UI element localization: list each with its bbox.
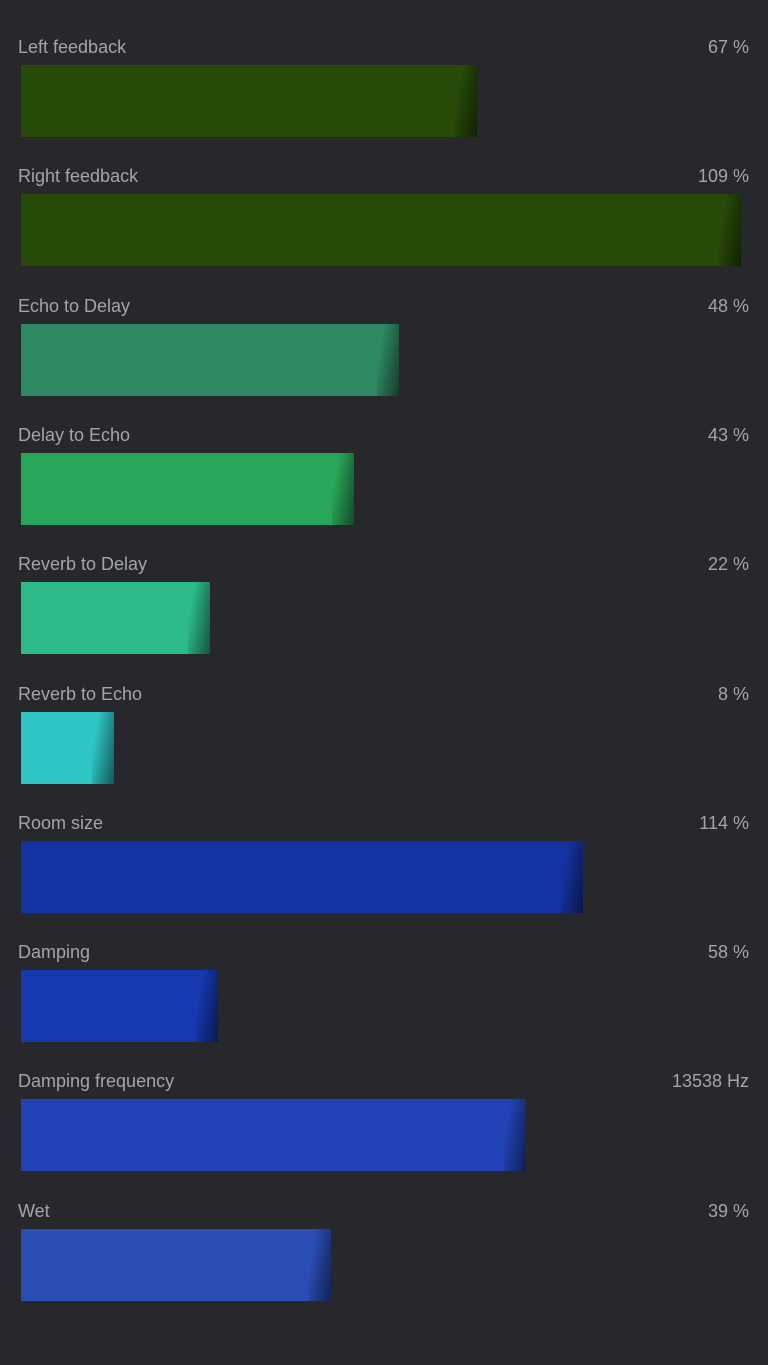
parameter-slider[interactable] — [21, 1099, 741, 1172]
parameter-label: Right feedback — [18, 166, 139, 187]
parameter-slider-fill — [21, 194, 741, 267]
parameter-label: Delay to Echo — [18, 424, 131, 445]
parameter-row: Damping 58 % — [0, 905, 768, 1043]
parameter-label: Left feedback — [18, 37, 127, 57]
parameter-value: 109 % — [697, 166, 749, 187]
parameter-row: Reverb to Echo 8 % — [0, 647, 768, 784]
parameter-row: Wet 39 % — [0, 1164, 768, 1301]
parameter-value: 48 % — [707, 295, 749, 316]
parameter-row: Right feedback 109 % — [0, 129, 768, 267]
parameter-row: Delay to Echo 43 % — [0, 388, 768, 525]
parameter-row: Damping frequency 13538 Hz — [0, 1034, 768, 1172]
parameter-slider-fill — [21, 970, 219, 1043]
parameter-value: 13538 Hz — [671, 1071, 749, 1092]
parameter-slider[interactable] — [21, 323, 741, 396]
parameter-slider[interactable] — [21, 452, 741, 525]
parameter-label: Damping — [18, 942, 91, 963]
parameter-slider[interactable] — [21, 194, 741, 267]
parameter-label: Damping frequency — [18, 1071, 175, 1092]
parameter-value: 39 % — [707, 1200, 749, 1221]
parameter-slider[interactable] — [21, 1228, 741, 1301]
parameter-slider[interactable] — [21, 840, 741, 913]
parameter-slider-fill — [21, 582, 211, 655]
parameter-slider-fill — [21, 1228, 331, 1301]
parameter-slider-fill — [21, 711, 114, 784]
parameter-label: Reverb to Delay — [18, 554, 148, 575]
parameter-label: Echo to Delay — [18, 295, 131, 316]
parameter-slider-fill — [21, 323, 399, 396]
parameter-slider-fill — [21, 65, 477, 137]
parameter-slider[interactable] — [21, 970, 741, 1043]
parameter-label: Wet — [18, 1200, 50, 1221]
parameter-slider[interactable] — [21, 65, 741, 137]
parameter-value: 58 % — [707, 942, 749, 963]
parameter-slider[interactable] — [21, 582, 741, 655]
parameter-slider-fill — [21, 840, 584, 913]
parameter-row: Room size 114 % — [0, 776, 768, 913]
parameter-row: Left feedback 67 % — [0, 0, 768, 137]
parameter-label: Room size — [18, 812, 104, 833]
parameter-value: 43 % — [707, 424, 749, 445]
parameter-slider-fill — [21, 452, 355, 525]
parameter-row: Reverb to Delay 22 % — [0, 517, 768, 655]
parameter-value: 67 % — [707, 37, 749, 57]
parameter-value: 22 % — [707, 554, 749, 575]
parameter-value: 8 % — [717, 683, 749, 704]
parameter-value: 114 % — [699, 812, 749, 833]
parameter-label: Reverb to Echo — [18, 683, 143, 704]
parameter-slider-fill — [21, 1099, 526, 1172]
parameter-row: Echo to Delay 48 % — [0, 259, 768, 396]
parameter-slider[interactable] — [21, 711, 741, 784]
